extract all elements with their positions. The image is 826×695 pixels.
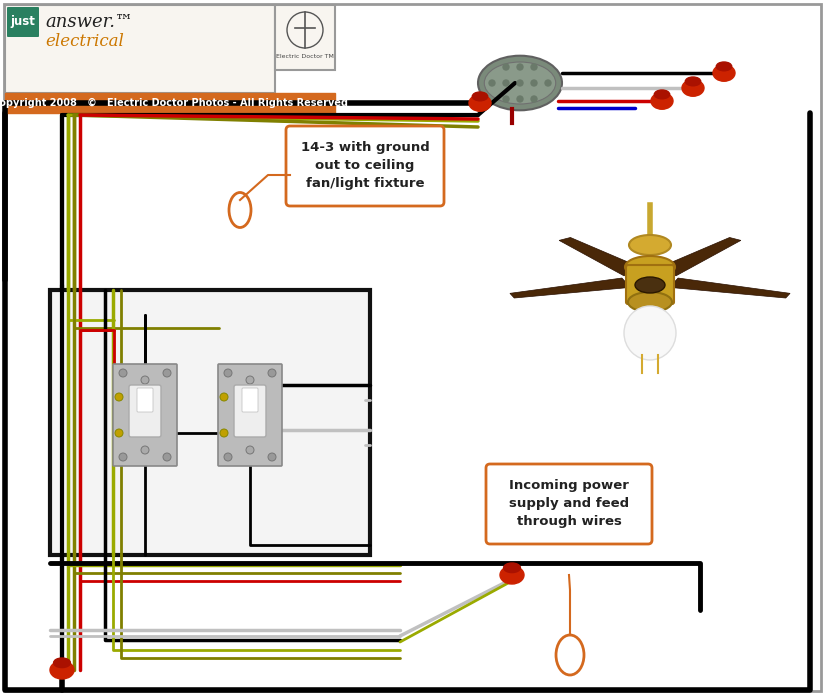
Ellipse shape xyxy=(472,92,487,101)
Circle shape xyxy=(119,453,127,461)
Bar xyxy=(275,5,335,70)
Circle shape xyxy=(224,453,232,461)
FancyBboxPatch shape xyxy=(234,385,266,437)
FancyBboxPatch shape xyxy=(286,126,444,206)
Circle shape xyxy=(115,429,123,437)
FancyBboxPatch shape xyxy=(486,464,652,544)
Circle shape xyxy=(220,429,228,437)
Text: just: just xyxy=(11,15,36,28)
FancyBboxPatch shape xyxy=(626,265,674,304)
Ellipse shape xyxy=(635,277,665,293)
Circle shape xyxy=(531,80,537,86)
Circle shape xyxy=(163,369,171,377)
FancyBboxPatch shape xyxy=(218,364,282,466)
Ellipse shape xyxy=(469,95,491,111)
Polygon shape xyxy=(510,278,630,298)
Text: answer.™: answer.™ xyxy=(45,13,133,31)
Circle shape xyxy=(115,393,123,401)
Ellipse shape xyxy=(651,92,673,109)
Circle shape xyxy=(503,96,509,102)
Circle shape xyxy=(503,64,509,70)
Ellipse shape xyxy=(478,56,562,111)
Ellipse shape xyxy=(682,80,704,96)
Bar xyxy=(50,290,370,555)
Ellipse shape xyxy=(713,65,735,81)
Circle shape xyxy=(503,80,509,86)
Ellipse shape xyxy=(500,566,524,584)
FancyBboxPatch shape xyxy=(137,388,153,412)
Circle shape xyxy=(489,80,495,86)
Text: Copyright 2008   ©   Electric Doctor Photos - All Rights Reserved: Copyright 2008 © Electric Doctor Photos … xyxy=(0,98,348,108)
Circle shape xyxy=(246,376,254,384)
Bar xyxy=(5,5,275,93)
Circle shape xyxy=(220,393,228,401)
Ellipse shape xyxy=(504,563,520,573)
Circle shape xyxy=(517,96,523,102)
Ellipse shape xyxy=(484,62,556,104)
FancyBboxPatch shape xyxy=(7,7,39,37)
Text: Incoming power
supply and feed
through wires: Incoming power supply and feed through w… xyxy=(509,480,629,528)
Circle shape xyxy=(268,369,276,377)
Text: 14-3 with ground
out to ceiling
fan/light fixture: 14-3 with ground out to ceiling fan/ligh… xyxy=(301,142,430,190)
Circle shape xyxy=(141,446,149,454)
Bar xyxy=(5,93,335,113)
Polygon shape xyxy=(636,288,664,331)
Ellipse shape xyxy=(628,292,672,312)
Circle shape xyxy=(141,376,149,384)
Circle shape xyxy=(531,64,537,70)
Circle shape xyxy=(517,64,523,70)
FancyBboxPatch shape xyxy=(113,364,177,466)
Ellipse shape xyxy=(716,62,732,71)
Circle shape xyxy=(163,453,171,461)
Ellipse shape xyxy=(50,661,74,679)
Circle shape xyxy=(246,446,254,454)
FancyBboxPatch shape xyxy=(242,388,258,412)
Polygon shape xyxy=(653,238,741,276)
Ellipse shape xyxy=(624,306,676,360)
Ellipse shape xyxy=(629,235,671,255)
Circle shape xyxy=(531,96,537,102)
Circle shape xyxy=(268,453,276,461)
Ellipse shape xyxy=(654,90,670,99)
Circle shape xyxy=(545,80,551,86)
Ellipse shape xyxy=(54,658,70,668)
Polygon shape xyxy=(669,278,790,298)
Circle shape xyxy=(517,80,523,86)
Circle shape xyxy=(224,369,232,377)
Ellipse shape xyxy=(625,256,675,278)
Ellipse shape xyxy=(686,77,700,85)
Circle shape xyxy=(119,369,127,377)
Text: electrical: electrical xyxy=(45,33,124,51)
FancyBboxPatch shape xyxy=(129,385,161,437)
Text: Electric Doctor TM: Electric Doctor TM xyxy=(276,54,334,58)
Polygon shape xyxy=(559,238,647,276)
